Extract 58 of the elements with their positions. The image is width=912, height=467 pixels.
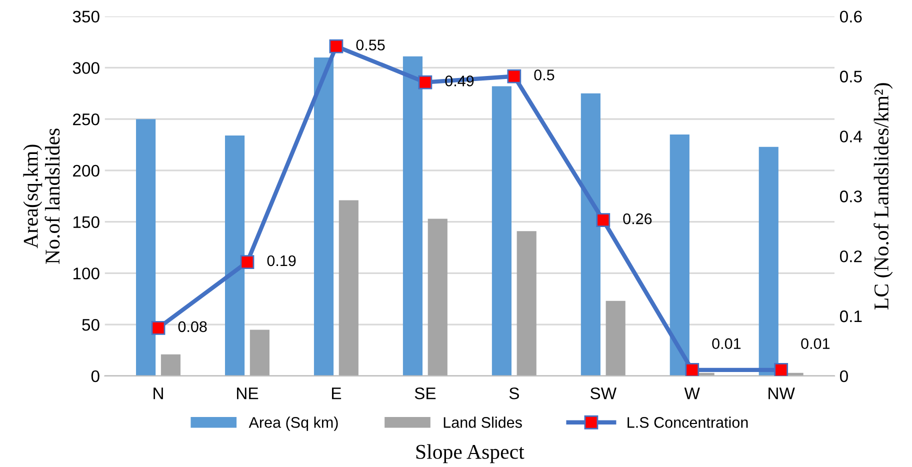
bar (338, 200, 358, 376)
legend-label: L.S Concentration (628, 416, 748, 428)
bar (492, 86, 512, 376)
y2-tick-label: 0.6 (840, 10, 862, 23)
y-axis-title: Area(sq.km) No.of landslides (23, 128, 60, 264)
y-tick-label: 200 (73, 164, 100, 177)
y2-tick-label: 0 (840, 370, 848, 382)
y2-axis-title: LC (No.of Landslides/km²) (874, 83, 893, 310)
data-label: 0.5 (534, 70, 554, 80)
data-label: 0.19 (267, 255, 296, 266)
y2-tick-label: 0.4 (840, 130, 862, 142)
y-tick-label: 150 (73, 216, 100, 228)
legend-label: Land Slides (444, 416, 522, 428)
x-tick-label: E (332, 388, 342, 400)
y2-tick-label: 0.1 (840, 310, 862, 322)
point (418, 75, 432, 90)
point (240, 255, 254, 270)
bar (428, 218, 448, 376)
x-axis-title: Slope Aspect (416, 444, 524, 464)
bar (516, 231, 536, 376)
y-tick-label: 50 (82, 318, 100, 331)
y2-tick-label: 0.2 (840, 250, 862, 262)
y-tick-label: 300 (72, 62, 100, 74)
bar (606, 300, 626, 376)
data-label: 0.01 (712, 338, 741, 350)
data-label: 0.01 (801, 338, 830, 350)
bar (580, 93, 600, 376)
bar (224, 136, 245, 376)
x-tick-label: W (684, 388, 700, 400)
x-tick-label: N (154, 388, 163, 400)
legend-label: Area (Sq km) (248, 416, 338, 431)
point (507, 69, 522, 84)
bar (758, 146, 778, 376)
point (329, 39, 344, 54)
point (596, 213, 610, 228)
bar (136, 119, 156, 376)
data-label: 0.08 (178, 321, 207, 332)
x-tick-label: NW (768, 388, 795, 400)
bar (670, 134, 690, 376)
y-tick-label: 250 (73, 113, 100, 126)
y-tick-label: 350 (72, 10, 100, 23)
y-tick-label: 100 (73, 268, 100, 280)
data-label: 0.26 (623, 213, 652, 224)
y2-tick-label: 0.3 (840, 190, 862, 202)
y2-tick-label: 0.5 (840, 70, 862, 82)
x-tick-label: S (509, 387, 519, 400)
point (685, 362, 700, 376)
y-tick-label: 0 (91, 370, 100, 382)
x-tick-label: SE (414, 387, 436, 400)
bar (250, 330, 270, 376)
data-label: 0.55 (356, 40, 385, 50)
point (151, 321, 166, 335)
bar (314, 57, 334, 376)
point (774, 362, 788, 376)
x-tick-label: NE (237, 388, 258, 400)
bar (402, 56, 423, 376)
bar (160, 354, 181, 376)
x-tick-label: SW (590, 387, 617, 400)
